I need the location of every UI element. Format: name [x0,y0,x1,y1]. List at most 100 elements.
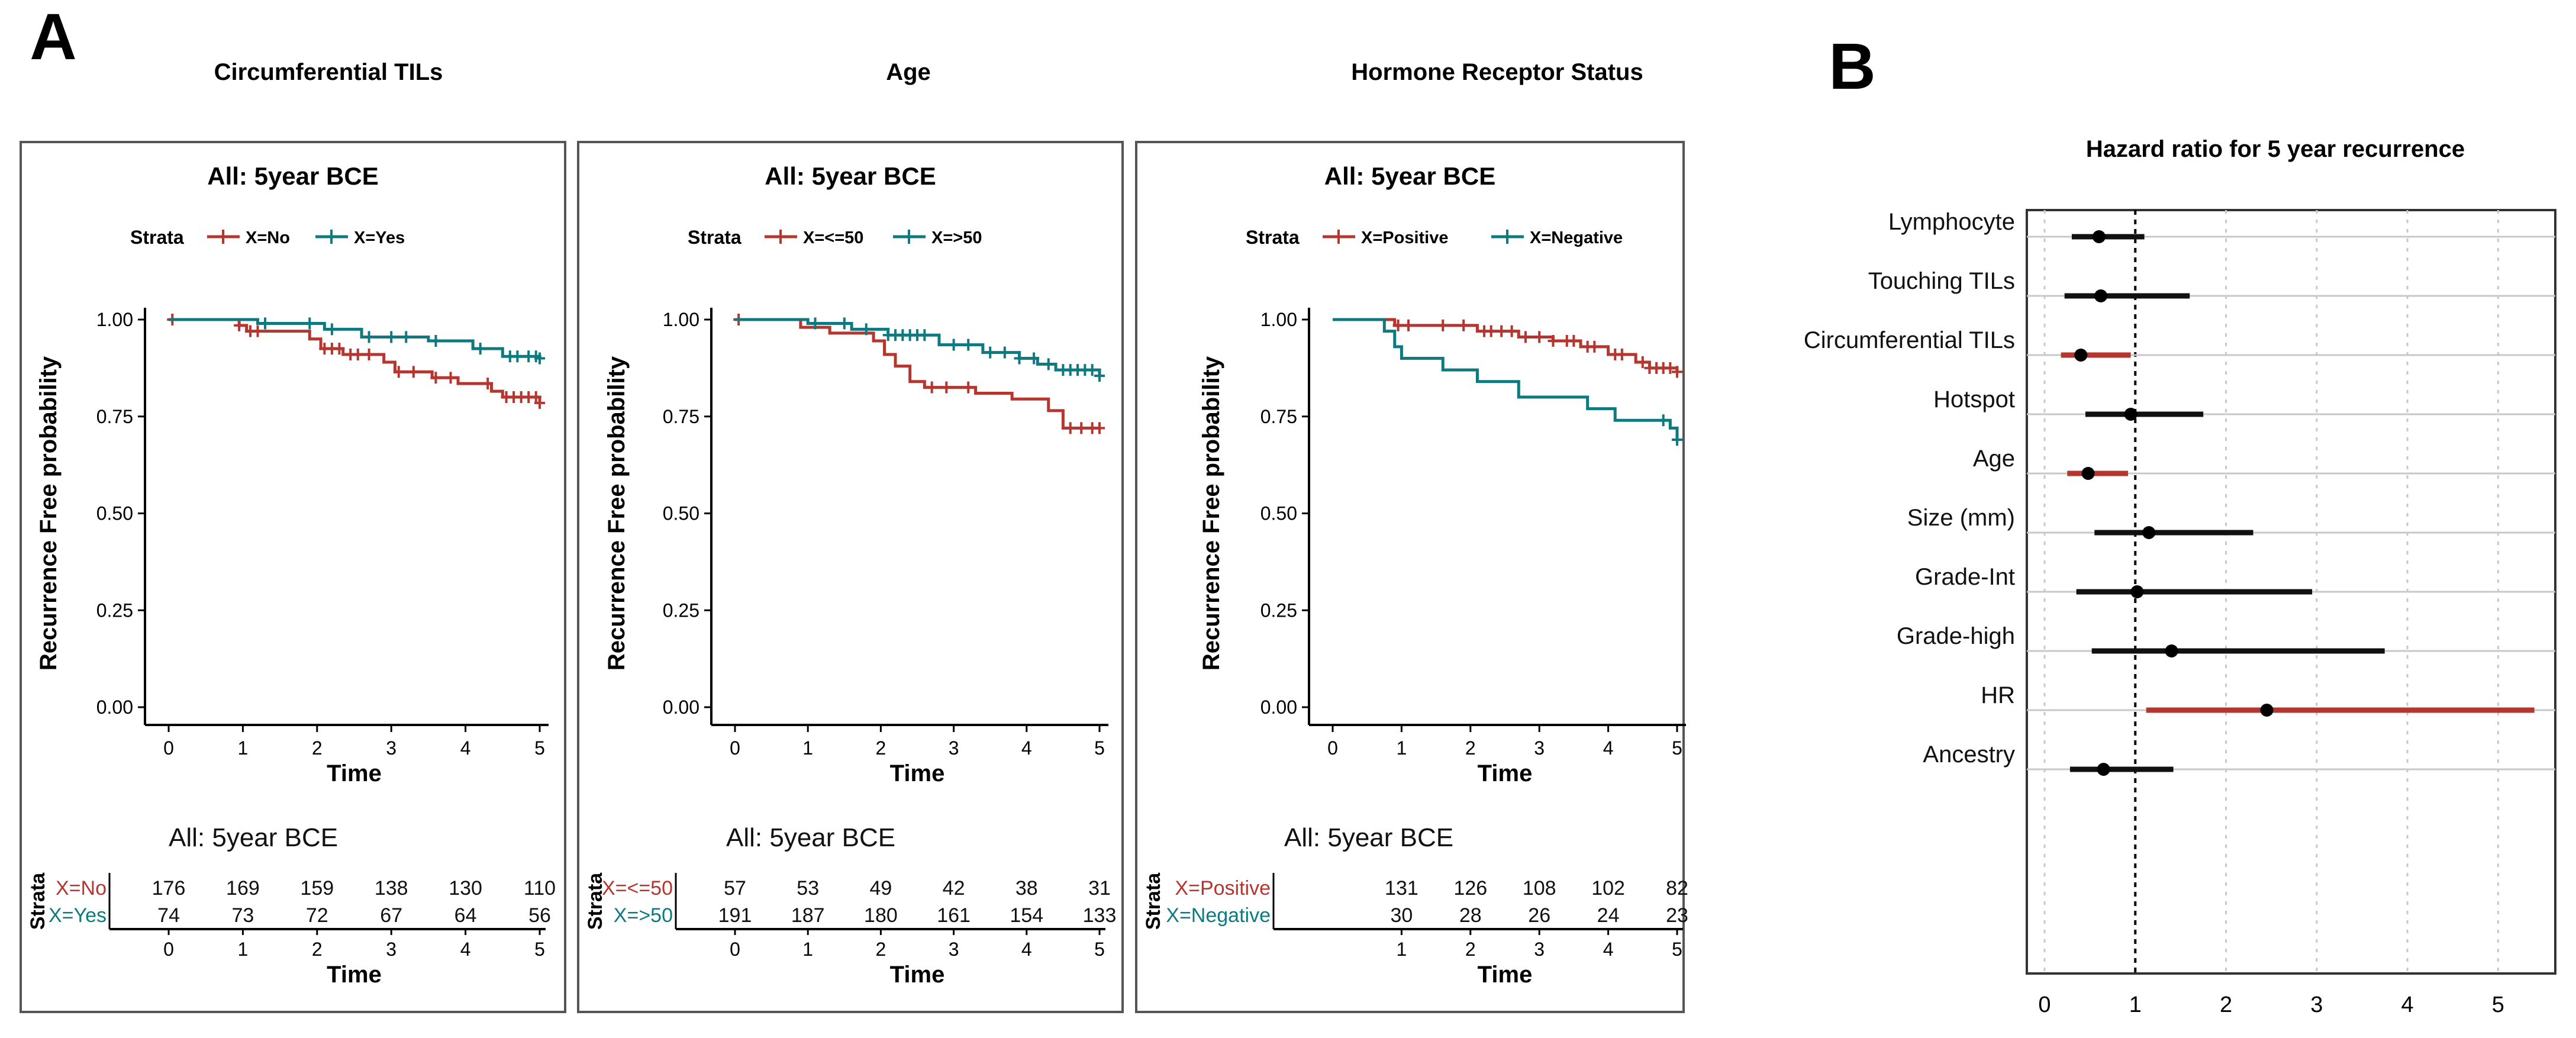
forest-row: Hotspot [1933,386,2555,421]
censor-mark [401,331,412,343]
x-axis-label: Time [327,760,382,786]
x-tick-label: 4 [460,737,471,759]
censor-mark [1087,364,1098,376]
risk-count: 57 [724,877,746,900]
censor-mark [810,317,821,330]
risk-count: 31 [1088,877,1111,900]
x-tick-label: 2 [876,737,886,759]
km-series-1 [733,314,1105,434]
panel-a: A Circumferential TILs Age Hormone Receptor… [20,1,1688,1013]
risk-count: 38 [1015,877,1038,900]
censor-mark [1485,325,1497,337]
forest-row: Ancestry [1923,742,2555,776]
survival-curve [1333,318,1679,440]
censor-mark [260,317,271,330]
forest-x-tick-label: 4 [2401,992,2414,1017]
risk-x-tick-label: 0 [163,939,174,960]
risk-count: 161 [937,904,971,927]
y-tick-label: 1.00 [663,309,699,330]
x-tick-label: 1 [1397,737,1407,759]
risk-x-axis-label: Time [1478,962,1533,988]
y-tick-label: 0.25 [1260,599,1297,621]
risk-x-tick-label: 4 [460,939,471,960]
censor-mark [334,343,345,355]
risk-row-label: X=No [56,877,107,900]
x-tick-label: 3 [1534,737,1545,759]
y-tick-label: 0.75 [663,406,699,427]
hazard-ratio-point [2260,704,2274,717]
risk-row-label: X=Yes [49,904,107,927]
forest-x-tick-label: 0 [2038,992,2051,1017]
x-tick-label: 2 [312,737,323,759]
x-tick-label: 3 [386,737,396,759]
survival-curve [169,318,541,403]
censor-mark [1616,348,1627,360]
risk-count: 72 [306,904,328,927]
y-axis-label: Recurrence Free probability [1198,356,1224,670]
risk-table-strata-label: Strata [1142,872,1165,930]
x-tick-label: 5 [1094,737,1105,759]
forest-row: Grade-Int [1915,564,2555,598]
risk-x-tick-label: 1 [1397,939,1407,960]
km-title: All: 5year BCE [207,162,378,190]
forest-x-tick-label: 1 [2129,992,2142,1017]
risk-row-label: X=>50 [614,904,673,927]
risk-count: 67 [380,904,402,927]
km-panel-3: All: 5year BCE Strata X=Positive X=Negative… [1135,141,1688,1013]
risk-count: 191 [718,904,752,927]
censor-mark [860,323,872,336]
forest-row-label: Grade-high [1897,623,2015,649]
y-axis-label: Recurrence Free probability [604,356,630,670]
censor-mark [363,348,375,360]
censor-mark [1496,325,1507,337]
km-series-2 [169,317,545,365]
risk-count: 133 [1083,904,1117,927]
risk-table-title: All: 5year BCE [726,823,895,852]
hazard-ratio-point [2124,408,2137,421]
hazard-ratio-point [2074,349,2088,362]
risk-count: 24 [1597,904,1620,927]
x-axis-label: Time [890,760,945,786]
risk-count: 42 [943,877,965,900]
km-legend: Strata X=<=50 X=>50 [688,227,982,248]
forest-x-tick-label: 3 [2310,992,2323,1017]
risk-count: 180 [864,904,898,927]
km-panel-frame [577,141,1124,1013]
censor-mark [234,319,245,331]
y-tick-label: 0.75 [1260,406,1297,427]
censor-mark [1437,319,1449,331]
censor-mark [926,381,937,394]
censor-mark [512,350,523,363]
censor-mark [393,366,404,378]
km-panel-1: All: 5year BCE Strata X=No X=Yes 0.00 0.25 0.5… [20,141,566,1013]
risk-count: 53 [797,877,819,900]
censor-mark [1672,434,1682,446]
censor-mark [941,381,952,394]
censor-mark [1658,414,1669,427]
censor-mark [1568,335,1579,347]
censor-mark [919,329,930,341]
censor-mark [1665,362,1676,374]
y-tick-label: 0.25 [96,599,133,621]
y-axis-label: Recurrence Free probability [36,356,62,670]
y-tick-label: 0.50 [663,503,699,524]
panel-header: Circumferential TILs [214,59,443,85]
risk-x-tick-label: 0 [730,939,740,960]
forest-row-label: HR [1981,682,2015,708]
risk-count: 49 [869,877,892,900]
x-tick-label: 0 [1327,737,1338,759]
km-axes: 0.00 0.25 0.50 0.75 1.00 0 1 2 3 4 5 Time Recurrence… [36,308,549,786]
censor-mark [1392,319,1404,331]
forest-x-tick-label: 2 [2220,992,2232,1017]
y-tick-label: 0.50 [96,503,133,524]
risk-count: 169 [226,877,260,900]
hazard-ratio-point [2081,467,2095,480]
y-tick-label: 0.00 [1260,697,1297,718]
risk-x-tick-label: 3 [1534,939,1545,960]
km-panel-frame [1135,141,1685,1013]
km-series-1 [167,314,545,409]
risk-x-tick-label: 2 [876,939,886,960]
risk-x-tick-label: 1 [802,939,813,960]
x-tick-label: 0 [730,737,740,759]
